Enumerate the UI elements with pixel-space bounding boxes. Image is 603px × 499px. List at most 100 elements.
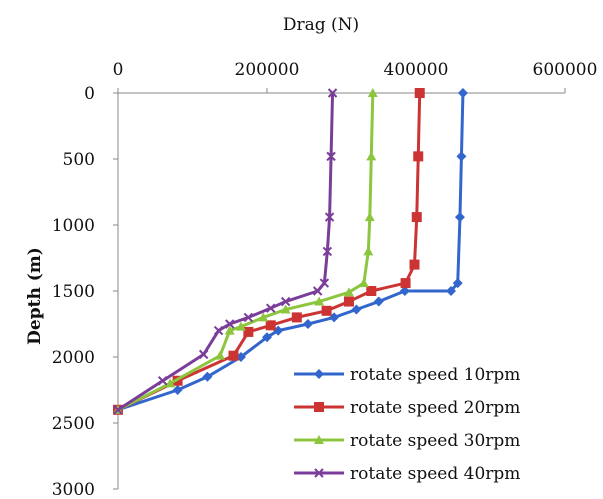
data-point	[446, 286, 457, 296]
data-point	[225, 319, 235, 329]
data-point	[172, 385, 183, 395]
axes: 0 200000 400000 600000 0 500 1000 1500 2000 2500 3…	[52, 60, 598, 499]
data-point-stroke	[266, 303, 276, 313]
series-2	[113, 88, 425, 415]
data-point	[280, 304, 291, 314]
data-point-stroke	[324, 212, 335, 222]
series-line	[117, 92, 422, 412]
data-point	[322, 246, 333, 257]
data-point	[262, 332, 272, 343]
data-point	[258, 312, 269, 322]
series-line	[117, 92, 335, 412]
x-tick-label: 0	[113, 60, 124, 80]
series-4	[113, 88, 338, 415]
data-point	[165, 378, 176, 388]
data-point-stroke	[314, 468, 324, 478]
data-point	[367, 88, 378, 97]
data-point	[343, 296, 354, 307]
data-point-stroke	[322, 246, 333, 257]
series-layer	[113, 88, 468, 415]
y-axis-title: Depth (m)	[25, 247, 45, 345]
data-point	[409, 259, 420, 270]
data-point	[321, 305, 332, 316]
legend-item: rotate speed 20rpm	[294, 398, 520, 418]
data-point	[266, 303, 276, 313]
data-point	[457, 88, 468, 98]
data-point	[302, 319, 313, 329]
data-point	[452, 278, 463, 289]
data-point	[358, 278, 369, 288]
data-point-stroke	[327, 88, 338, 98]
data-point-stroke	[198, 349, 209, 360]
data-point-stroke	[225, 319, 235, 329]
legend-item: rotate speed 10rpm	[294, 365, 520, 385]
legend-label: rotate speed 40rpm	[350, 464, 520, 484]
data-point	[224, 325, 235, 335]
data-point	[314, 296, 325, 306]
y-tick-label: 500	[63, 150, 95, 170]
legend-item: rotate speed 40rpm	[294, 464, 520, 484]
y-tick-label: 1000	[52, 216, 95, 236]
x-tick-label: 600000	[533, 60, 598, 80]
data-point	[215, 350, 226, 360]
data-point	[312, 286, 323, 296]
data-point	[454, 212, 465, 223]
data-point	[243, 326, 254, 337]
data-point	[366, 151, 377, 161]
data-point	[314, 402, 324, 412]
legend-label: rotate speed 30rpm	[350, 431, 520, 451]
data-point	[314, 468, 324, 478]
legend-label: rotate speed 10rpm	[350, 365, 520, 385]
data-point	[198, 349, 209, 360]
data-point	[400, 278, 411, 289]
data-point	[326, 151, 336, 162]
y-tick-label: 2500	[52, 414, 95, 434]
legend: rotate speed 10rpm rotate speed 20rpm rota…	[294, 365, 520, 484]
data-point	[364, 212, 375, 222]
data-point-stroke	[243, 312, 254, 323]
legend-label: rotate speed 20rpm	[350, 398, 520, 418]
y-tick-label: 3000	[52, 480, 95, 499]
data-point	[314, 369, 324, 379]
data-point	[324, 212, 335, 222]
data-point	[456, 151, 467, 162]
data-point	[327, 88, 338, 98]
legend-item: rotate speed 30rpm	[294, 431, 520, 451]
data-point-stroke	[113, 405, 123, 415]
data-point	[373, 296, 384, 307]
data-point	[157, 376, 168, 386]
data-point	[351, 304, 362, 315]
data-point	[113, 405, 123, 415]
series-line	[117, 92, 375, 412]
data-point	[213, 325, 224, 336]
data-point	[399, 286, 410, 296]
data-point	[414, 88, 425, 98]
data-point	[228, 350, 239, 361]
data-point-stroke	[312, 286, 323, 296]
x-axis-title: Drag (N)	[283, 15, 359, 35]
series-line	[117, 92, 465, 412]
data-point	[319, 278, 330, 288]
data-point	[366, 286, 377, 296]
data-point	[343, 287, 354, 297]
data-point-stroke	[319, 278, 330, 288]
data-point	[202, 371, 213, 382]
data-point-stroke	[326, 151, 336, 162]
x-tick-label: 200000	[235, 60, 300, 80]
series-3	[113, 88, 378, 414]
data-point	[291, 312, 302, 323]
data-point	[265, 320, 276, 331]
data-point	[235, 321, 246, 331]
y-tick-label: 1500	[52, 282, 95, 302]
data-point	[363, 246, 374, 256]
data-point	[411, 212, 422, 223]
x-tick-label: 400000	[384, 60, 449, 80]
data-point-stroke	[213, 325, 224, 336]
data-point	[243, 312, 254, 323]
data-point	[280, 296, 291, 307]
data-point	[314, 435, 324, 444]
y-tick-label: 0	[84, 84, 95, 104]
data-point-stroke	[157, 376, 168, 386]
